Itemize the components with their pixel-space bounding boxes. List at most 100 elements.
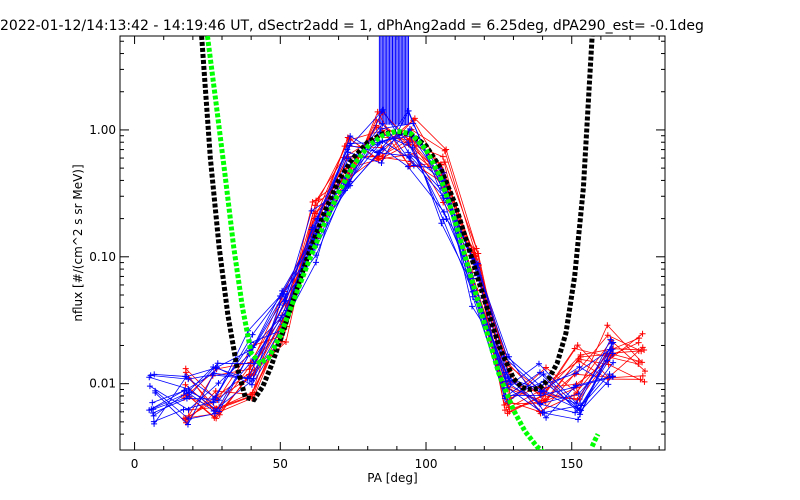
data-point	[575, 416, 582, 423]
data-point	[280, 290, 287, 297]
data-point	[151, 371, 158, 378]
data-point	[574, 342, 581, 349]
data-point	[573, 381, 580, 388]
data-point	[281, 298, 288, 305]
data-point	[149, 399, 156, 406]
data-point	[181, 387, 188, 394]
data-point	[315, 196, 322, 203]
data-point	[575, 390, 582, 397]
data-point	[577, 411, 584, 418]
data-point	[541, 409, 548, 416]
fit-curve	[204, 36, 545, 450]
data-point	[308, 207, 315, 214]
data-point	[150, 418, 157, 425]
data-point	[347, 133, 354, 140]
data-point	[440, 216, 447, 223]
data-point	[183, 373, 190, 380]
data-point	[639, 330, 646, 337]
data-point	[536, 369, 543, 376]
data-point	[379, 137, 386, 144]
data-point	[182, 381, 189, 388]
data-point	[605, 381, 612, 388]
data-point	[212, 388, 219, 395]
x-tick-label: 0	[131, 457, 139, 471]
data-point	[535, 360, 542, 367]
data-point	[471, 246, 478, 253]
data-point	[379, 108, 386, 115]
data-point	[609, 373, 616, 380]
data-point	[346, 142, 353, 149]
data-point	[639, 372, 646, 379]
data-point	[404, 163, 411, 170]
fit-curve	[589, 433, 601, 448]
plot-area	[146, 36, 649, 450]
data-point	[573, 370, 580, 377]
data-point	[216, 411, 223, 418]
data-point	[571, 345, 578, 352]
data-point	[150, 412, 157, 419]
data-point	[577, 407, 584, 414]
data-point	[212, 410, 219, 417]
data-point	[572, 409, 579, 416]
data-point	[209, 396, 216, 403]
data-point	[577, 353, 584, 360]
data-point	[607, 336, 614, 343]
data-point	[210, 408, 217, 415]
data-point	[152, 389, 159, 396]
data-point	[439, 153, 446, 160]
data-point	[214, 360, 221, 367]
data-point	[502, 378, 509, 385]
data-point	[639, 359, 646, 366]
data-point	[378, 160, 385, 167]
data-point	[576, 358, 583, 365]
data-point	[282, 338, 289, 345]
data-point	[215, 397, 222, 404]
data-point	[148, 406, 155, 413]
data-point	[474, 260, 481, 267]
data-point	[635, 358, 642, 365]
data-point	[149, 410, 156, 417]
data-point	[570, 384, 577, 391]
data-point	[604, 357, 611, 364]
data-point	[469, 293, 476, 300]
data-point	[374, 108, 381, 115]
data-point	[248, 381, 255, 388]
data-point	[443, 146, 450, 153]
data-point	[441, 147, 448, 154]
data-point	[185, 385, 192, 392]
data-point	[443, 215, 450, 222]
data-point	[215, 408, 222, 415]
data-point	[610, 350, 617, 357]
data-point	[404, 108, 411, 115]
data-point	[541, 387, 548, 394]
data-point	[376, 149, 383, 156]
data-point	[438, 220, 445, 227]
x-tick-label: 150	[560, 457, 583, 471]
data-point	[313, 259, 320, 266]
data-point	[537, 388, 544, 395]
data-point	[309, 224, 316, 231]
data-point	[635, 339, 642, 346]
data-point	[540, 371, 547, 378]
data-point	[606, 371, 613, 378]
data-point	[637, 376, 644, 383]
data-point	[249, 331, 256, 338]
data-point	[469, 303, 476, 310]
data-point	[405, 139, 412, 146]
data-point	[641, 378, 648, 385]
data-point	[279, 287, 286, 294]
data-point	[610, 339, 617, 346]
data-point	[146, 374, 153, 381]
data-point	[608, 340, 615, 347]
y-tick-label: 0.10	[89, 250, 116, 264]
data-point	[610, 359, 617, 366]
data-point	[639, 344, 646, 351]
data-point	[475, 250, 482, 257]
data-point	[313, 252, 320, 259]
chart-title: 2022-01-12/14:13:42 - 14:19:46 UT, dSect…	[0, 18, 704, 34]
data-point	[604, 332, 611, 339]
data-point	[606, 346, 613, 353]
x-tick-label: 100	[415, 457, 438, 471]
data-point	[604, 322, 611, 329]
x-axis-label: PA [deg]	[367, 471, 417, 485]
